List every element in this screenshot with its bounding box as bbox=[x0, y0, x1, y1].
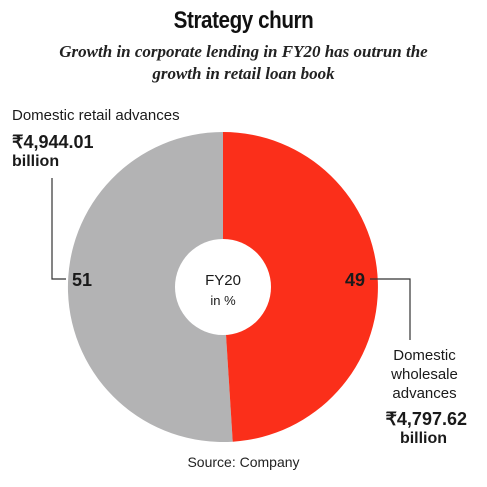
label-wholesale-line-3: advances bbox=[392, 385, 457, 402]
donut-hole bbox=[175, 239, 271, 335]
slice-wholesale bbox=[223, 132, 378, 442]
chart-title: Strategy churn bbox=[173, 7, 314, 34]
subtitle-line-2: growth in retail loan book bbox=[152, 64, 335, 83]
label-wholesale-line-1: Domestic bbox=[393, 347, 456, 364]
label-wholesale-line-2: wholesale bbox=[391, 366, 458, 383]
chart-subtitle: Growth in corporate lending in FY20 has … bbox=[20, 41, 467, 85]
amount-wholesale-value: ₹4,797.62 bbox=[385, 409, 467, 429]
source-note: Source: Company bbox=[187, 454, 300, 470]
slice-retail bbox=[67, 132, 233, 442]
amount-retail: ₹4,944.01 billion bbox=[12, 133, 94, 171]
label-wholesale: Domestic wholesale advances bbox=[372, 346, 477, 403]
amount-wholesale: ₹4,797.62 billion bbox=[362, 410, 467, 448]
center-label-unit: in % bbox=[210, 293, 236, 308]
leader-line-retail bbox=[51, 178, 66, 280]
amount-retail-unit: billion bbox=[12, 153, 60, 170]
subtitle-line-1: Growth in corporate lending in FY20 has … bbox=[59, 42, 428, 61]
center-label-year: FY20 bbox=[205, 272, 241, 289]
value-label-retail: 51 bbox=[72, 270, 92, 290]
label-retail: Domestic retail advances bbox=[12, 107, 180, 124]
amount-retail-value: ₹4,944.01 bbox=[12, 132, 94, 152]
value-label-wholesale: 49 bbox=[345, 270, 365, 290]
leader-line-wholesale bbox=[370, 278, 411, 340]
amount-wholesale-unit: billion bbox=[399, 430, 448, 447]
